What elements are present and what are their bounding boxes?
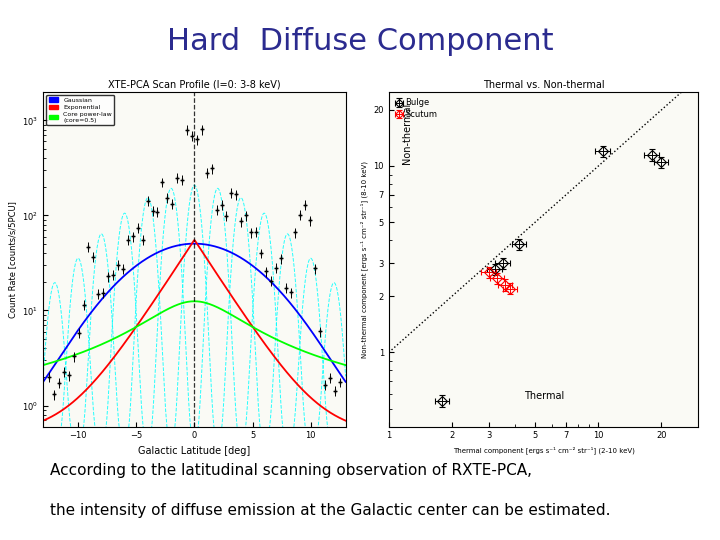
Text: According to the latitudinal scanning observation of RXTE-PCA,: According to the latitudinal scanning ob… bbox=[50, 463, 532, 478]
Legend: Bulge, Scutum: Bulge, Scutum bbox=[393, 96, 440, 122]
Text: Hard  Diffuse Component: Hard Diffuse Component bbox=[167, 27, 553, 56]
Y-axis label: Count Rate [counts/s/5PCU]: Count Rate [counts/s/5PCU] bbox=[8, 201, 17, 318]
X-axis label: Thermal component [ergs s⁻¹ cm⁻² str⁻¹] (2-10 keV): Thermal component [ergs s⁻¹ cm⁻² str⁻¹] … bbox=[453, 446, 634, 454]
X-axis label: Galactic Latitude [deg]: Galactic Latitude [deg] bbox=[138, 446, 251, 456]
Text: the intensity of diffuse emission at the Galactic center can be estimated.: the intensity of diffuse emission at the… bbox=[50, 503, 611, 518]
Text: Non-thermal: Non-thermal bbox=[402, 103, 412, 164]
Text: Thermal: Thermal bbox=[524, 391, 564, 401]
Legend: Gaussian, Exponential, Core power-law
(core=0.5): Gaussian, Exponential, Core power-law (c… bbox=[46, 95, 114, 125]
Title: XTE-PCA Scan Profile (l=0: 3-8 keV): XTE-PCA Scan Profile (l=0: 3-8 keV) bbox=[108, 79, 281, 90]
Title: Thermal vs. Non-thermal: Thermal vs. Non-thermal bbox=[483, 79, 604, 90]
Y-axis label: Non-thermal component [ergs s⁻¹ cm⁻² str⁻¹] (8-10 keV): Non-thermal component [ergs s⁻¹ cm⁻² str… bbox=[360, 161, 368, 357]
